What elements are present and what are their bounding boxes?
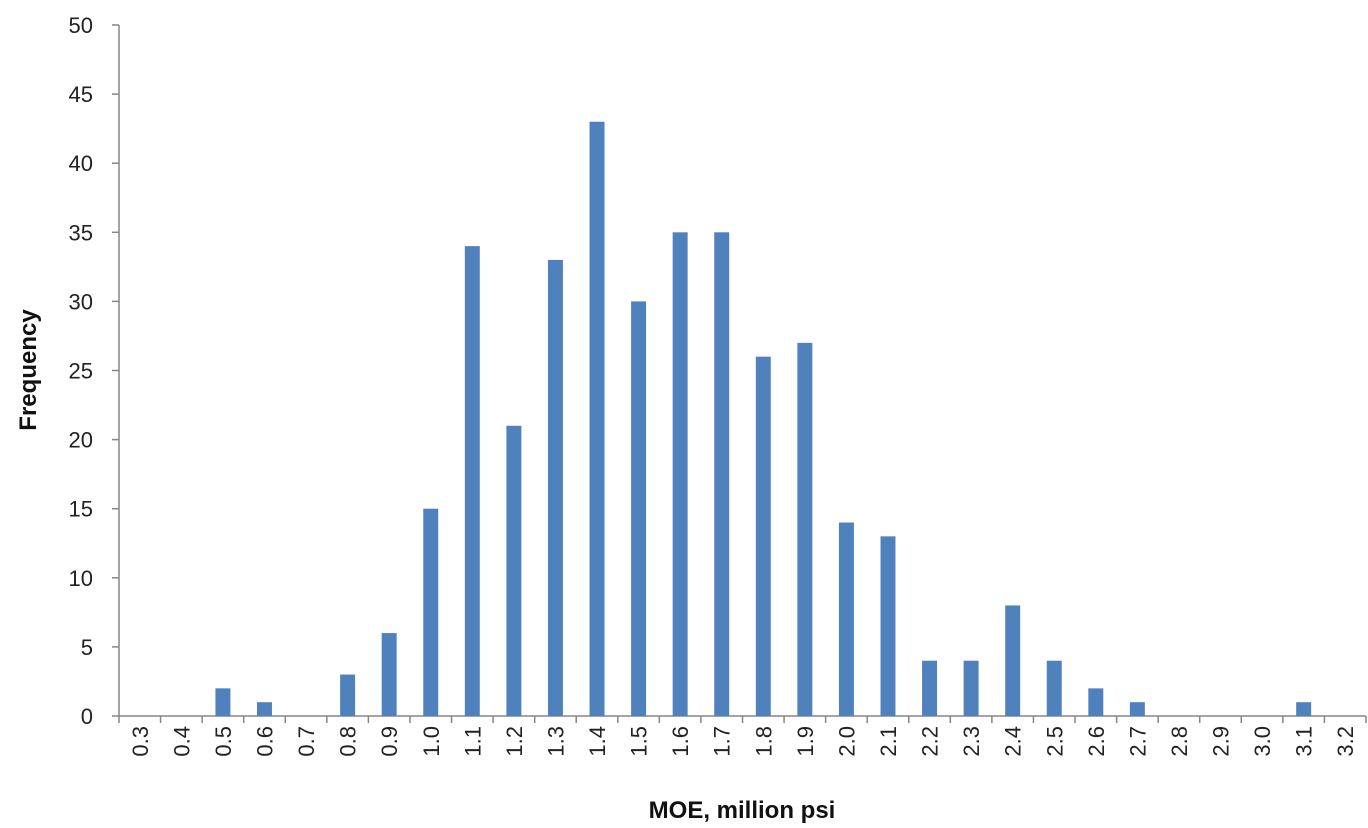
bar-0.5 — [215, 688, 231, 716]
bar-1.1 — [464, 246, 480, 716]
bar-1.9 — [797, 342, 813, 716]
x-tick-label: 2.9 — [1209, 726, 1234, 757]
x-tick-label: 1.3 — [543, 726, 568, 757]
x-tick-label: 1.4 — [585, 726, 610, 757]
bars — [215, 121, 1312, 717]
y-tick-label: 30 — [69, 289, 93, 314]
x-tick-label: 1.2 — [502, 726, 527, 757]
x-tick-label: 0.8 — [336, 726, 361, 757]
x-axis: 0.3 0.4 0.5 0.6 0.7 0.8 0.9 1.0 1.1 1.2 1.3 1.4 1.5 1… — [118, 715, 1367, 757]
x-tick-label: 1.5 — [627, 726, 652, 757]
bar-2.7 — [1129, 702, 1145, 716]
bar-3.1 — [1296, 702, 1312, 716]
bar-1.3 — [547, 259, 563, 716]
x-tick-label: 2.6 — [1084, 726, 1109, 757]
y-tick-label: 35 — [69, 220, 93, 245]
x-tick-label: 1.7 — [710, 726, 735, 757]
x-tick-label: 3.0 — [1250, 726, 1275, 757]
x-tick-label: 1.9 — [793, 726, 818, 757]
x-tick-label: 0.3 — [128, 726, 153, 757]
y-tick-label: 10 — [69, 566, 93, 591]
y-tick-label: 15 — [69, 497, 93, 522]
bar-2.4 — [1005, 605, 1021, 716]
x-tick-label: 2.5 — [1042, 726, 1067, 757]
x-tick-label: 2.0 — [834, 726, 859, 757]
x-tick-label: 0.9 — [377, 726, 402, 757]
bar-0.6 — [257, 702, 272, 716]
bar-0.8 — [340, 674, 356, 716]
x-tick-label: 3.2 — [1333, 726, 1358, 757]
bar-2.6 — [1088, 688, 1104, 716]
bar-1.7 — [714, 232, 730, 717]
y-tick-label: 50 — [69, 13, 93, 38]
y-tick-label: 20 — [69, 428, 93, 453]
x-tick-label: 2.4 — [1001, 726, 1026, 757]
x-tick-label: 0.6 — [252, 726, 277, 757]
x-tick-label: 1.1 — [460, 726, 485, 757]
x-tick-label: 2.7 — [1125, 726, 1150, 757]
x-tick-label: 0.7 — [294, 726, 319, 757]
bar-1.6 — [672, 232, 688, 717]
x-tick-label: 2.3 — [959, 726, 984, 757]
x-tick-label: 1.8 — [751, 726, 776, 757]
x-tick-label: 2.2 — [918, 726, 943, 757]
x-tick-label: 0.5 — [211, 726, 236, 757]
y-axis: 0 5 10 15 20 25 30 35 40 45 50 — [69, 13, 120, 729]
bar-2.1 — [880, 536, 896, 716]
bar-2.3 — [963, 660, 979, 716]
bar-1.8 — [755, 356, 771, 716]
bar-2.0 — [838, 522, 854, 716]
x-tick-label: 2.8 — [1167, 726, 1192, 757]
y-axis-title: Frequency — [15, 309, 42, 431]
y-tick-label: 5 — [81, 635, 93, 660]
bar-2.5 — [1046, 660, 1062, 716]
y-tick-label: 45 — [69, 82, 93, 107]
x-axis-title: MOE, million psi — [649, 797, 836, 824]
bar-1.0 — [423, 508, 439, 716]
x-tick-label: 1.6 — [668, 726, 693, 757]
x-tick-label: 1.0 — [419, 726, 444, 757]
bar-1.2 — [506, 425, 522, 716]
bar-2.2 — [922, 660, 938, 716]
x-tick-label: 3.1 — [1292, 726, 1317, 757]
bar-1.5 — [631, 301, 647, 716]
y-tick-label: 25 — [69, 359, 93, 384]
bar-0.9 — [381, 633, 397, 716]
x-tick-label: 0.4 — [169, 726, 194, 757]
y-tick-label: 40 — [69, 151, 93, 176]
y-tick-label: 0 — [81, 704, 93, 729]
bar-1.4 — [589, 121, 605, 717]
x-tick-label: 2.1 — [876, 726, 901, 757]
